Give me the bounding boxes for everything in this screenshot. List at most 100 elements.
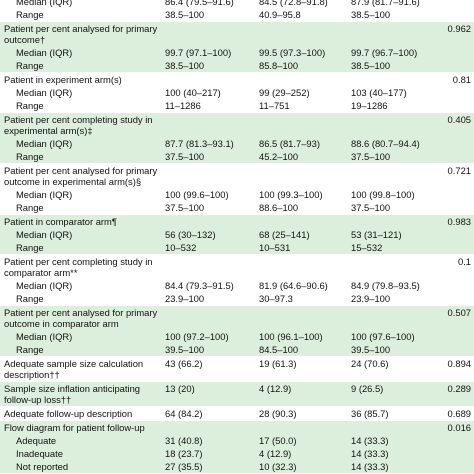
cell: 84.9 (79.8–93.5) (351, 280, 420, 291)
cell: 40.9–95.8 (257, 8, 349, 22)
cell: 11–1286 (163, 99, 257, 113)
cell: 10–532 (163, 241, 257, 255)
cell: 100 (96.1–100) (257, 330, 349, 343)
cell (440, 241, 474, 255)
row-label: Adequate (0, 434, 163, 447)
cell: 56 (30–132) (163, 228, 257, 241)
cell (349, 255, 440, 280)
row-label: Median (IQR) (0, 137, 163, 150)
p-value: 0.689 (440, 406, 474, 421)
cell: 86.4 (79.5–91.6) (165, 0, 234, 7)
cell (440, 99, 474, 113)
cell: 53 (31–121) (349, 228, 440, 241)
cell (440, 137, 474, 150)
cell (257, 164, 349, 189)
cell: 100 (99.6–100) (165, 189, 229, 200)
cell (440, 59, 474, 73)
table-row: Median (IQR) 56 (30–132) 68 (25–141) 53 (31… (0, 228, 474, 241)
cell: 99.7 (97.1–100) (163, 46, 257, 59)
cell (440, 460, 474, 474)
table-row: Median (IQR) 87.7 (81.3–93.1) 86.5 (81.7–9… (0, 137, 474, 150)
cell: 45.2–100 (257, 150, 349, 164)
cell (163, 255, 257, 280)
cell: 99.5 (97.3–100) (257, 46, 349, 59)
p-value: 0.507 (440, 305, 474, 330)
table-row: Median (IQR) 100 (97.2–100) 100 (96.1–100)… (0, 330, 474, 343)
cell (440, 228, 474, 241)
table-row: Inadequate 18 (23.7) 4 (12.9) 14 (33.3) (0, 447, 474, 460)
cell (349, 420, 440, 434)
cell (440, 0, 474, 8)
cell: 10 (32.3) (257, 460, 349, 474)
cell: 4 (12.9) (257, 381, 349, 407)
table-row: Range 37.5–100 88.6–100 37.5–100 (0, 201, 474, 215)
table-row: Patient per cent analysed for primary ou… (0, 21, 474, 46)
group-title: Adequate sample size calculation descrip… (0, 356, 163, 382)
table-row: Patient per cent analysed for primary ou… (0, 164, 474, 189)
p-value: 0.81 (452, 74, 471, 85)
cell: 31 (40.8) (163, 434, 257, 447)
group-title: Patient per cent analysed for primary ou… (0, 305, 163, 330)
cell: 17 (50.0) (257, 434, 349, 447)
table-row: Median (IQR) 84.4 (79.3–91.5) 81.9 (64.6–9… (0, 279, 474, 292)
p-value: 0.983 (440, 214, 474, 228)
table-row: Adequate sample size calculation descrip… (0, 356, 474, 382)
cell (257, 214, 349, 228)
cell (349, 21, 440, 46)
cell (440, 434, 474, 447)
cell: 19–1286 (349, 99, 440, 113)
table-row: Adequate follow-up description 64 (84.2) 2… (0, 406, 474, 421)
cell (440, 46, 474, 59)
cell: 84.5 (72.8–91.8) (259, 0, 328, 7)
cell: 23.9–100 (349, 292, 440, 306)
cell (257, 305, 349, 330)
cell: 100 (99.8–100) (351, 189, 415, 200)
table-row: Range 11–1286 11–751 19–1286 (0, 99, 474, 113)
row-label: Median (IQR) (16, 189, 73, 200)
row-label: Range (0, 99, 163, 113)
cell: 39.5–100 (163, 343, 257, 357)
table-row: Patient per cent completing study in exp… (0, 112, 474, 137)
cell: 14 (33.3) (349, 434, 440, 447)
cell: 86.5 (81.7–93) (257, 137, 349, 150)
cell (349, 112, 440, 137)
cell (257, 255, 349, 280)
table-row: Median (IQR) 86.4 (79.5–91.6) 84.5 (72.8–9… (0, 0, 474, 8)
cell: 99.7 (96.7–100) (349, 46, 440, 59)
table-row: Patient in comparator arm¶ 0.983 (0, 214, 474, 228)
row-label: Range (0, 292, 163, 306)
cell: 14 (33.3) (349, 460, 440, 474)
cell: 28 (90.3) (257, 406, 349, 421)
cell: 23.9–100 (163, 292, 257, 306)
cell (440, 8, 474, 22)
cell: 88.6–100 (257, 201, 349, 215)
cell: 38.5–100 (349, 8, 440, 22)
cell: 36 (85.7) (349, 406, 440, 421)
cell (440, 201, 474, 215)
table-row: Median (IQR) 99.7 (97.1–100) 99.5 (97.3–10… (0, 46, 474, 59)
cell: 88.6 (80.7–94.4) (349, 137, 440, 150)
table-row: Patient per cent completing study in com… (0, 255, 474, 280)
cell (440, 188, 474, 201)
cell: 37.5–100 (163, 201, 257, 215)
row-label: Range (0, 59, 163, 73)
table-row: Median (IQR) 100 (40–217) 99 (29–252) 103 (… (0, 86, 474, 99)
table-row: Patient per cent analysed for primary ou… (0, 305, 474, 330)
cell: 84.4 (79.3–91.5) (165, 280, 234, 291)
cell: 9 (26.5) (349, 381, 440, 407)
table-row: Range 37.5–100 45.2–100 37.5–100 (0, 150, 474, 164)
cell: 100 (99.3–100) (259, 189, 323, 200)
cell (440, 447, 474, 460)
table-row: Range 39.5–100 84.5–100 39.5–100 (0, 343, 474, 357)
cell (163, 164, 257, 189)
table-row: Flow diagram for patient follow-up 0.016 (0, 420, 474, 434)
group-title: Patient per cent analysed for primary ou… (0, 21, 163, 46)
cell: 87.9 (81.7–91.6) (351, 0, 420, 7)
cell (440, 330, 474, 343)
group-title: Sample size inflation anticipating follo… (0, 381, 163, 407)
p-value: 0.721 (447, 165, 471, 176)
cell: 81.9 (64.6–90.6) (259, 280, 328, 291)
row-label: Median (IQR) (0, 46, 163, 59)
